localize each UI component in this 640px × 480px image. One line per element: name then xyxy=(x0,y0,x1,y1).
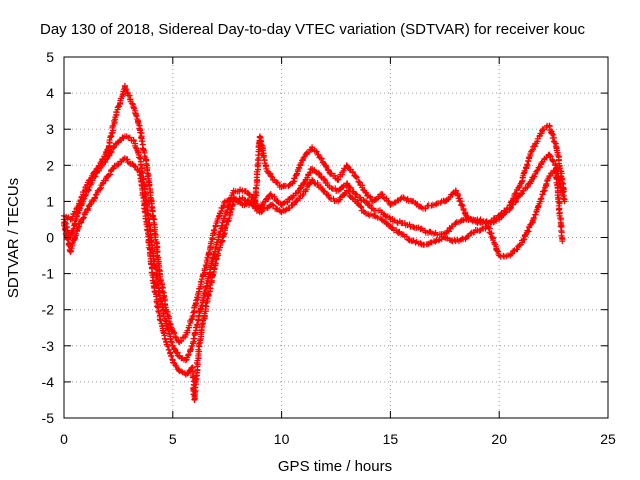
x-tick-label: 20 xyxy=(491,431,507,447)
y-tick-label: -4 xyxy=(42,374,55,390)
series-trace-3 xyxy=(61,155,565,403)
y-tick-label: -1 xyxy=(42,266,55,282)
x-axis: 0 5 10 15 20 25 xyxy=(60,57,616,447)
plot-area xyxy=(61,83,568,403)
x-tick-label: 15 xyxy=(383,431,399,447)
series-trace-1 xyxy=(61,83,568,345)
chart-title: Day 130 of 2018, Sidereal Day-to-day VTE… xyxy=(40,21,585,38)
x-axis-label: GPS time / hours xyxy=(278,458,392,475)
series-trail xyxy=(63,83,567,344)
x-tick-label: 0 xyxy=(60,431,68,447)
y-tick-label: -3 xyxy=(42,338,55,354)
y-tick-label: -2 xyxy=(42,302,55,318)
series-trail xyxy=(61,156,565,402)
x-tick-label: 5 xyxy=(169,431,177,447)
y-tick-label: 1 xyxy=(46,193,54,209)
x-tick-label: 10 xyxy=(274,431,290,447)
x-tick-label: 25 xyxy=(600,431,616,447)
y-tick-label: -5 xyxy=(42,410,55,426)
y-tick-label: 0 xyxy=(46,230,54,246)
y-tick-label: 3 xyxy=(46,121,54,137)
y-tick-label: 5 xyxy=(46,49,54,65)
y-tick-label: 4 xyxy=(46,85,54,101)
y-axis-label: SDTVAR / TECUs xyxy=(5,178,22,298)
sdtvar-scatter-chart: Day 130 of 2018, Sidereal Day-to-day VTE… xyxy=(0,0,640,480)
y-tick-label: 2 xyxy=(46,157,54,173)
